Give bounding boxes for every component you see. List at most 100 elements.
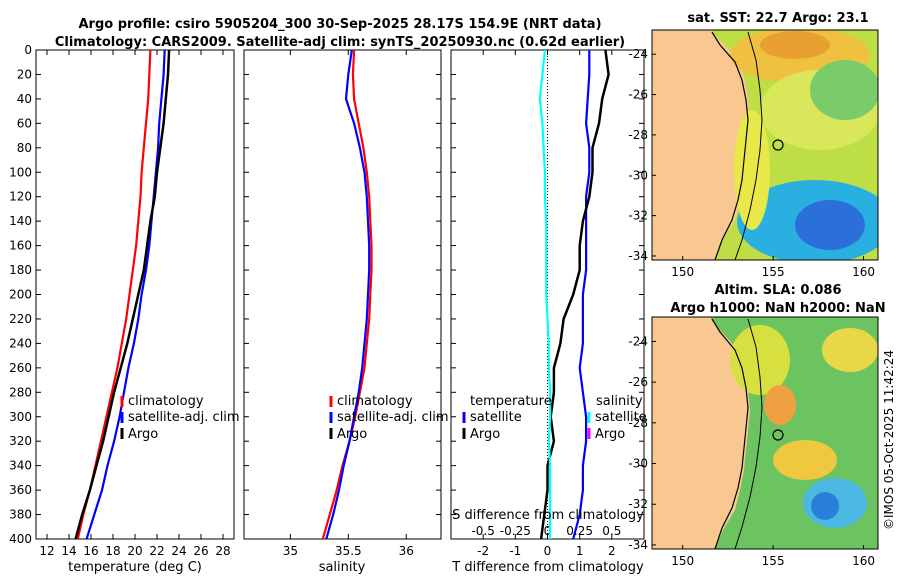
- salinity-panel-ticks: 35 35.5 36: [244, 49, 441, 558]
- y-tick-label: 140: [9, 214, 32, 228]
- x-tick-label: 12: [39, 544, 54, 558]
- y-tick-label: 360: [9, 483, 32, 497]
- coastline: [711, 318, 749, 549]
- x-tick-label: 14: [61, 544, 76, 558]
- y-tick-label: 200: [9, 288, 32, 302]
- x-tick-label: 16: [83, 544, 98, 558]
- secondary-x-tick-label: 0.5: [602, 524, 621, 538]
- series-line-argo: [74, 50, 171, 539]
- float-position-marker: [772, 429, 784, 441]
- map-x-tick-label: 160: [852, 265, 875, 279]
- series-line-satellite-adj-clim: [325, 50, 371, 539]
- low-sla-core: [811, 492, 839, 520]
- y-tick-label: 380: [9, 508, 32, 522]
- map-y-tick-label: -34: [628, 249, 648, 263]
- legend-label-sal-argo: Argo: [595, 427, 625, 442]
- x-tick-label: 35: [283, 544, 298, 558]
- map-bottom-title-1: Altim. SLA: 0.086: [715, 283, 842, 298]
- cold-core: [795, 200, 865, 250]
- x-tick-label: 28: [215, 544, 230, 558]
- map-x-tick-label: 150: [671, 265, 694, 279]
- sla-map: [652, 317, 878, 549]
- green-patch: [810, 60, 878, 120]
- x-tick-label: 20: [127, 544, 142, 558]
- y-tick-label: 320: [9, 434, 32, 448]
- map-bottom-axis-ticks: 150 155 160 -24 -26 -28 -30 -32 -34: [628, 334, 875, 568]
- x-tick-label: 24: [171, 544, 186, 558]
- warm-core: [760, 31, 830, 59]
- eddy-orange: [773, 440, 837, 480]
- map-y-tick-label: -28: [628, 416, 648, 430]
- x-tick-label: 36: [399, 544, 414, 558]
- map-y-tick-label: -30: [628, 457, 648, 471]
- y-tick-label: 340: [9, 459, 32, 473]
- series-line-temperature-satellite: [572, 50, 591, 539]
- map-y-tick-label: -26: [628, 375, 648, 389]
- x-tick-label: 22: [149, 544, 164, 558]
- map-y-tick-label: -32: [628, 497, 648, 511]
- main-title-line-2: Climatology: CARS2009. Satellite-adj cli…: [55, 35, 625, 50]
- depth-contour: [734, 318, 763, 549]
- y-tick-label: 160: [9, 239, 32, 253]
- difference-profile-lines: [538, 50, 610, 539]
- y-tick-label: 120: [9, 190, 32, 204]
- map-y-tick-label: -28: [628, 128, 648, 142]
- y-tick-label: 300: [9, 410, 32, 424]
- temperature-profile-lines: [74, 50, 171, 539]
- x-tick-label: -2: [477, 544, 489, 558]
- temperature-axis-label: temperature (deg C): [68, 560, 202, 575]
- legend-label-argo: Argo: [128, 427, 158, 442]
- difference-legend: temperature satellite Argo salinity sate…: [462, 394, 647, 442]
- x-tick-label: 35.5: [335, 544, 362, 558]
- y-tick-label: 280: [9, 385, 32, 399]
- legend-label-sal-satellite: satellite: [595, 410, 647, 425]
- eddy-yellow: [822, 328, 878, 372]
- depth-contour: [734, 31, 763, 260]
- legend-label-temp-satellite: satellite: [470, 410, 522, 425]
- map-x-tick-label: 155: [762, 265, 785, 279]
- map-y-tick-label: -30: [628, 168, 648, 182]
- legend-label-satellite: satellite-adj. clim: [337, 410, 449, 425]
- t-difference-axis-label: T difference from climatology: [451, 560, 644, 575]
- coastline: [711, 31, 749, 260]
- x-tick-label: 26: [193, 544, 208, 558]
- x-tick-label: 18: [105, 544, 120, 558]
- map-x-tick-label: 155: [762, 554, 785, 568]
- sst-map: [652, 30, 878, 260]
- y-tick-label: 100: [9, 165, 32, 179]
- series-line-salinity-satellite: [538, 50, 552, 539]
- x-tick-label: 2: [608, 544, 616, 558]
- y-tick-label: 240: [9, 336, 32, 350]
- salinity-legend: climatology satellite-adj. clim Argo: [329, 394, 449, 442]
- legend-heading-salinity: salinity: [596, 394, 643, 409]
- map-top-axis-ticks: 150 155 160 -24 -26 -28 -30 -32 -34: [628, 47, 875, 279]
- high-sla-patch: [730, 325, 790, 395]
- map-y-tick-label: -24: [628, 47, 648, 61]
- map-y-tick-label: -32: [628, 209, 648, 223]
- x-tick-label: -1: [509, 544, 521, 558]
- legend-label-satellite: satellite-adj. clim: [128, 410, 240, 425]
- y-tick-label: 180: [9, 263, 32, 277]
- salinity-panel-frame: [243, 49, 442, 540]
- series-line-satellite-adj-clim: [85, 50, 166, 539]
- legend-label-climatology: climatology: [337, 394, 413, 409]
- secondary-x-tick-label: 0.25: [566, 524, 593, 538]
- secondary-x-tick-label: -0.5: [471, 524, 494, 538]
- coastal-current: [734, 110, 770, 230]
- y-tick-label: 40: [17, 92, 32, 106]
- eddy-warm: [764, 385, 796, 425]
- map-y-tick-label: -34: [628, 538, 648, 552]
- temperature-panel-ticks: 12 14 16 18 20 22 24 26 280204060801001201401601…: [9, 43, 231, 558]
- main-title-line-1: Argo profile: csiro 5905204_300 30-Sep-2…: [78, 17, 601, 32]
- temperature-panel-frame: [35, 49, 235, 540]
- secondary-x-tick-label: -0.25: [500, 524, 531, 538]
- x-tick-label: 1: [576, 544, 584, 558]
- salinity-axis-label: salinity: [319, 560, 366, 575]
- legend-heading-temperature: temperature: [470, 394, 552, 409]
- y-tick-label: 400: [9, 532, 32, 546]
- map-y-tick-label: -26: [628, 88, 648, 102]
- map-bottom-title-2: Argo h1000: NaN h2000: NaN: [670, 301, 885, 316]
- x-tick-label: 0: [544, 544, 552, 558]
- s-difference-axis-label: S difference from climatology: [452, 508, 644, 523]
